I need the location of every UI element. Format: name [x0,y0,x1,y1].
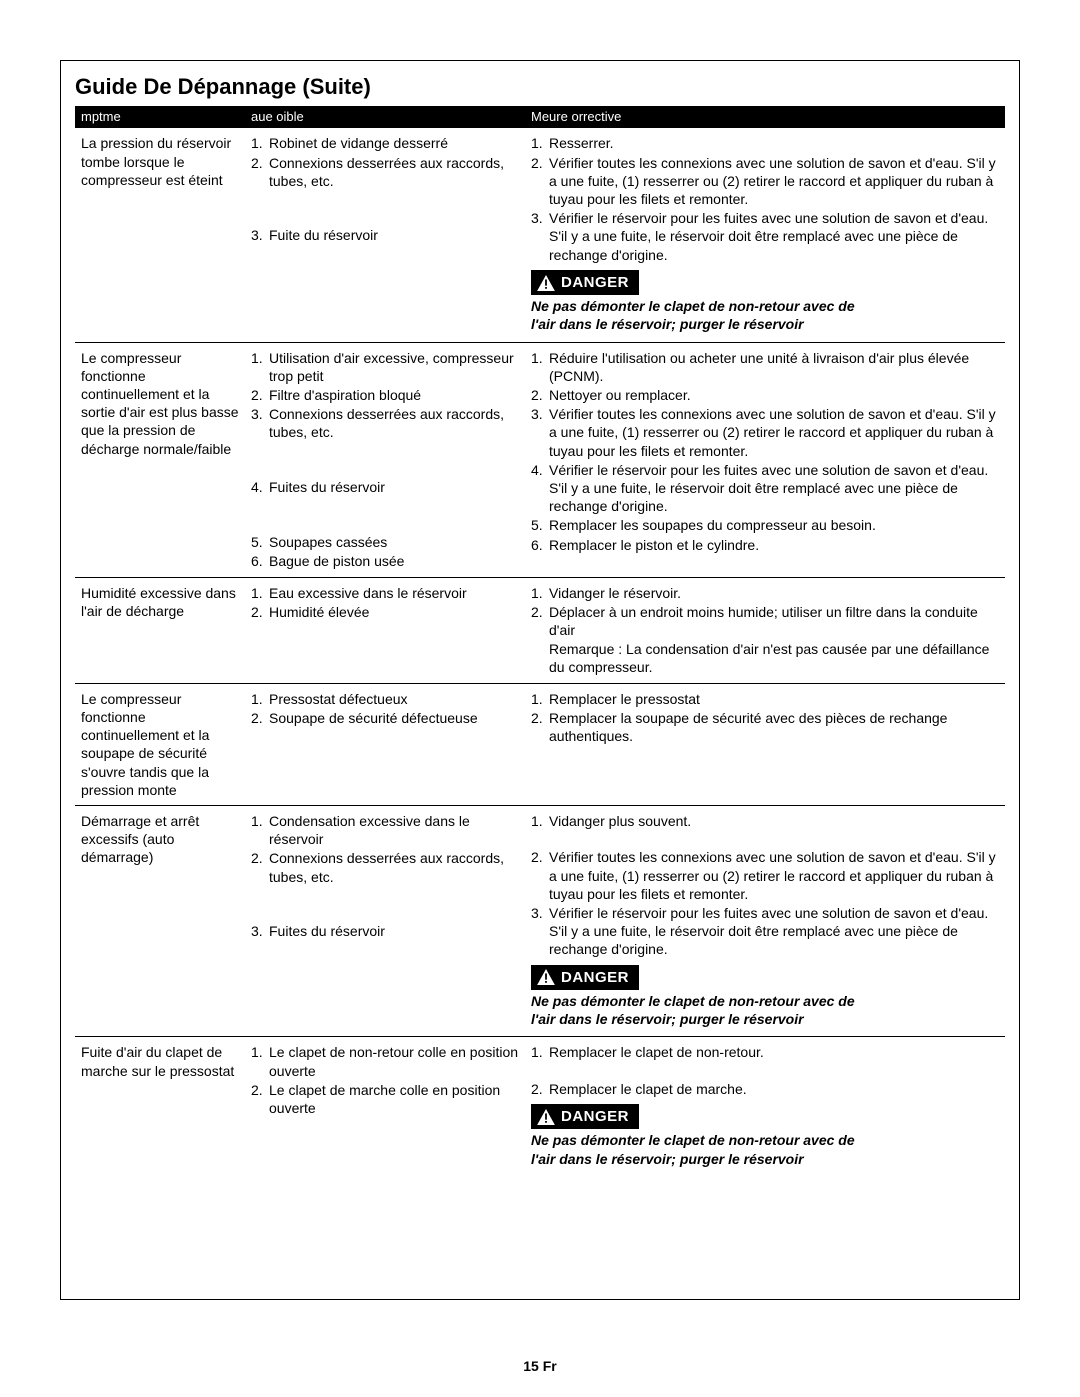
measure-item: Vérifier le réservoir pour les fuites av… [531,461,999,516]
header-measure: Meure orrective [531,109,999,126]
danger-note: Ne pas démonter le clapet de non-retour … [531,992,999,1028]
table-row: Le compresseur fonctionne continuellemen… [75,684,1005,806]
cause-item: Fuite du réservoir [251,226,519,244]
danger-block: DANGER Ne pas démonter le clapet de non-r… [531,1104,999,1168]
warning-icon [537,275,555,291]
cause-item: Le clapet de non-retour colle en positio… [251,1043,519,1079]
measure-item: Resserrer. [531,134,999,152]
cause-item: Connexions desserrées aux raccords, tube… [251,405,519,441]
table-row: Humidité excessive dans l'air de décharg… [75,578,1005,684]
danger-note: Ne pas démonter le clapet de non-retour … [531,297,999,333]
measure-cell: Remplacer le clapet de non-retour. Rempla… [531,1043,999,1169]
cause-item: Le clapet de marche colle en position ou… [251,1081,519,1117]
danger-label: DANGER [561,1107,629,1127]
measure-cell: Vidanger le réservoir.Déplacer à un endr… [531,584,999,677]
danger-block: DANGER Ne pas démonter le clapet de non-r… [531,270,999,334]
page: Guide De Dépannage (Suite) mptme aue oib… [0,0,1080,1397]
measure-item: Vidanger plus souvent. [531,812,999,830]
cause-cell: Condensation excessive dans le réservoir… [251,812,531,1030]
measure-list: Vidanger le réservoir.Déplacer à un endr… [531,584,999,676]
measure-item: Déplacer à un endroit moins humide; util… [531,603,999,676]
cause-cell: Robinet de vidange desserré Connexions de… [251,134,531,335]
cause-item: Eau excessive dans le réservoir [251,584,519,602]
cause-cell: Eau excessive dans le réservoirHumidité … [251,584,531,677]
measure-item: Remplacer le pressostat [531,690,999,708]
measure-item: Vérifier toutes les connexions avec une … [531,154,999,209]
measure-item: Nettoyer ou remplacer. [531,386,999,404]
cause-list: Utilisation d'air excessive, compresseur… [251,349,519,570]
measure-cell: Resserrer. Vérifier toutes les connexions… [531,134,999,335]
measure-cell: Réduire l'utilisation ou acheter une uni… [531,349,999,571]
measure-item: Vérifier le réservoir pour les fuites av… [531,209,999,264]
table-row: Fuite d'air du clapet de marche sur le p… [75,1037,1005,1175]
cause-list: Robinet de vidange desserré Connexions de… [251,134,519,244]
cause-list: Le clapet de non-retour colle en positio… [251,1043,519,1117]
measure-item: Remplacer le clapet de marche. [531,1080,999,1098]
symptom-cell: La pression du réservoir tombe lorsque l… [81,134,251,335]
symptom-cell: Démarrage et arrêt excessifs (auto démar… [81,812,251,1030]
measure-item: Remplacer le piston et le cylindre. [531,536,999,554]
table-row: Démarrage et arrêt excessifs (auto démar… [75,806,1005,1037]
measure-cell: Remplacer le pressostatRemplacer la soup… [531,690,999,799]
measure-list: Remplacer le clapet de non-retour. Rempla… [531,1043,999,1098]
measure-item: Vérifier le réservoir pour les fuites av… [531,904,999,959]
danger-badge: DANGER [531,965,639,991]
measure-list: Resserrer. Vérifier toutes les connexions… [531,134,999,263]
cause-item: Fuites du réservoir [251,922,519,940]
measure-list: Vidanger plus souvent. Vérifier toutes le… [531,812,999,959]
cause-list: Pressostat défectueuxSoupape de sécurité… [251,690,519,727]
symptom-cell: Le compresseur fonctionne continuellemen… [81,349,251,571]
measure-list: Remplacer le pressostatRemplacer la soup… [531,690,999,746]
cause-item: Connexions desserrées aux raccords, tube… [251,154,519,190]
cause-list: Condensation excessive dans le réservoir… [251,812,519,940]
cause-item: Connexions desserrées aux raccords, tube… [251,849,519,885]
measure-cell: Vidanger plus souvent. Vérifier toutes le… [531,812,999,1030]
cause-item: Soupapes cassées [251,533,519,551]
measure-item: Remplacer le clapet de non-retour. [531,1043,999,1061]
page-footer: 15 Fr [0,1357,1080,1375]
cause-cell: Le clapet de non-retour colle en positio… [251,1043,531,1169]
danger-label: DANGER [561,273,629,293]
measure-item: Vérifier toutes les connexions avec une … [531,405,999,460]
measure-list: Réduire l'utilisation ou acheter une uni… [531,349,999,554]
measure-item: Vérifier toutes les connexions avec une … [531,848,999,903]
measure-item: Remplacer la soupape de sécurité avec de… [531,709,999,745]
measure-item: Vidanger le réservoir. [531,584,999,602]
warning-icon [537,1109,555,1125]
measure-item: Remplacer les soupapes du compresseur au… [531,516,999,534]
measure-item: Réduire l'utilisation ou acheter une uni… [531,349,999,385]
table-header: mptme aue oible Meure orrective [75,106,1005,129]
symptom-cell: Humidité excessive dans l'air de décharg… [81,584,251,677]
cause-item: Fuites du réservoir [251,478,519,496]
cause-cell: Pressostat défectueuxSoupape de sécurité… [251,690,531,799]
cause-item: Utilisation d'air excessive, compresseur… [251,349,519,385]
cause-item: Robinet de vidange desserré [251,134,519,152]
troubleshooting-table: La pression du réservoir tombe lorsque l… [75,128,1005,1175]
danger-block: DANGER Ne pas démonter le clapet de non-r… [531,965,999,1029]
cause-item: Soupape de sécurité défectueuse [251,709,519,727]
warning-icon [537,969,555,985]
header-symptom: mptme [81,109,251,126]
danger-label: DANGER [561,968,629,988]
cause-item: Bague de piston usée [251,552,519,570]
header-cause: aue oible [251,109,531,126]
page-title: Guide De Dépannage (Suite) [75,73,1005,102]
cause-cell: Utilisation d'air excessive, compresseur… [251,349,531,571]
table-row: Le compresseur fonctionne continuellemen… [75,343,1005,578]
table-row: La pression du réservoir tombe lorsque l… [75,128,1005,342]
content-frame: Guide De Dépannage (Suite) mptme aue oib… [60,60,1020,1300]
danger-note: Ne pas démonter le clapet de non-retour … [531,1131,999,1167]
cause-list: Eau excessive dans le réservoirHumidité … [251,584,519,621]
cause-item: Pressostat défectueux [251,690,519,708]
symptom-cell: Fuite d'air du clapet de marche sur le p… [81,1043,251,1169]
symptom-cell: Le compresseur fonctionne continuellemen… [81,690,251,799]
danger-badge: DANGER [531,1104,639,1130]
danger-badge: DANGER [531,270,639,296]
cause-item: Humidité élevée [251,603,519,621]
cause-item: Filtre d'aspiration bloqué [251,386,519,404]
cause-item: Condensation excessive dans le réservoir [251,812,519,848]
